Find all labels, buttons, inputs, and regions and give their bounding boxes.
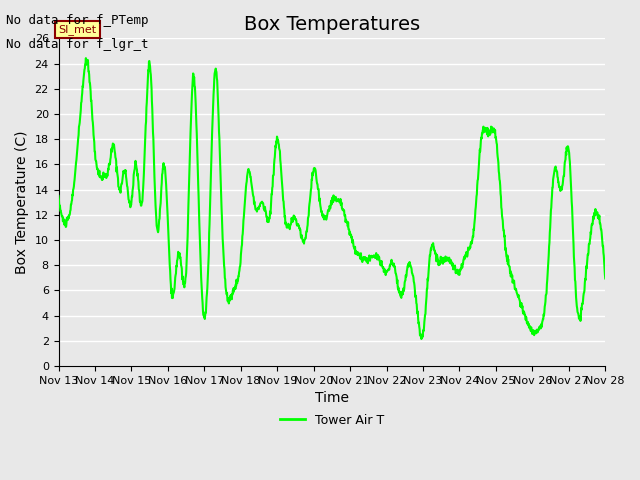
X-axis label: Time: Time bbox=[315, 391, 349, 405]
Title: Box Temperatures: Box Temperatures bbox=[244, 15, 420, 34]
Text: No data for f_lgr_t: No data for f_lgr_t bbox=[6, 38, 149, 51]
Y-axis label: Box Temperature (C): Box Temperature (C) bbox=[15, 131, 29, 274]
Text: SI_met: SI_met bbox=[58, 24, 97, 35]
Legend: Tower Air T: Tower Air T bbox=[275, 409, 389, 432]
Text: No data for f_PTemp: No data for f_PTemp bbox=[6, 14, 149, 27]
